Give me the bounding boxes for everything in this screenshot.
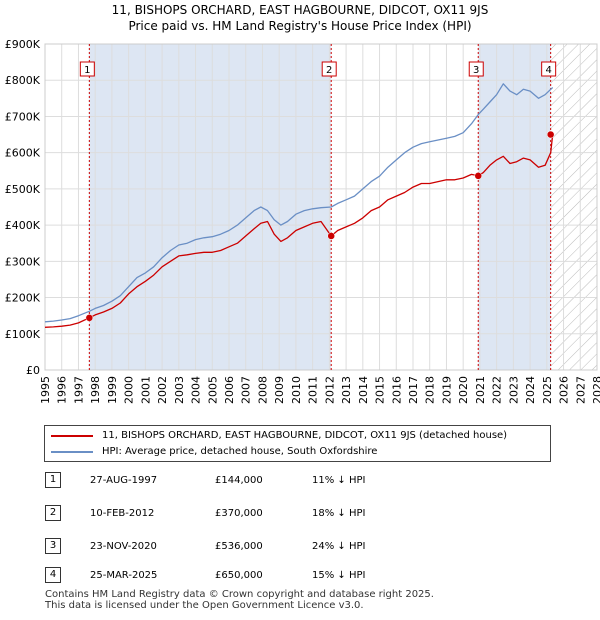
sale-price: £536,000 (215, 541, 263, 552)
transaction-number-label: 2 (326, 65, 332, 76)
sale-row: 4 25-MAR-2025 £650,000 15% ↓ HPI (44, 567, 549, 587)
x-tick-label: 2002 (156, 376, 169, 404)
x-tick-label: 2020 (457, 376, 470, 404)
x-tick-label: 2012 (323, 376, 336, 404)
x-tick-label: 2003 (173, 376, 186, 404)
x-tick-label: 2004 (190, 376, 203, 404)
x-tick-label: 2015 (374, 376, 387, 404)
sale-price: £370,000 (215, 508, 263, 519)
x-tick-label: 2013 (340, 376, 353, 404)
x-tick-label: 2023 (507, 376, 520, 404)
y-tick-label: £300K (5, 255, 41, 268)
sale-row: 2 10-FEB-2012 £370,000 18% ↓ HPI (44, 505, 549, 525)
x-tick-label: 1999 (106, 376, 119, 404)
y-tick-label: £400K (5, 219, 41, 232)
legend-item-hpi: HPI: Average price, detached house, Sout… (51, 444, 377, 459)
transaction-number-box (541, 61, 557, 77)
footer-licence: This data is licensed under the Open Gov… (45, 600, 364, 611)
x-tick-label: 2010 (290, 376, 303, 404)
transaction-number-label: 3 (473, 65, 479, 76)
x-tick-label: 1996 (56, 376, 69, 404)
y-tick-label: £700K (5, 110, 41, 123)
sale-date: 10-FEB-2012 (90, 508, 155, 519)
y-tick-label: £100K (5, 328, 41, 341)
sale-row: 1 27-AUG-1997 £144,000 11% ↓ HPI (44, 472, 549, 492)
x-tick-label: 2016 (390, 376, 403, 404)
legend-swatch-property (51, 434, 93, 437)
y-tick-label: £200K (5, 292, 41, 305)
x-tick-label: 2011 (307, 376, 320, 404)
x-tick-label: 2008 (256, 376, 269, 404)
transaction-point (327, 232, 335, 240)
x-tick-label: 2028 (591, 376, 600, 404)
x-tick-label: 2025 (541, 376, 554, 404)
x-tick-label: 1995 (39, 376, 52, 404)
x-tick-label: 2006 (223, 376, 236, 404)
sale-date: 25-MAR-2025 (90, 570, 158, 581)
sale-hpi-diff: 15% ↓ HPI (312, 570, 366, 581)
chart-title-line2: Price paid vs. HM Land Registry's House … (128, 19, 472, 33)
sale-price: £144,000 (215, 475, 263, 486)
legend-item-property: 11, BISHOPS ORCHARD, EAST HAGBOURNE, DID… (51, 428, 507, 443)
x-tick-label: 2007 (240, 376, 253, 404)
x-tick-label: 2014 (357, 376, 370, 404)
y-tick-label: £600K (5, 147, 41, 160)
sale-date: 27-AUG-1997 (90, 475, 158, 486)
x-tick-label: 2017 (407, 376, 420, 404)
x-tick-label: 2018 (424, 376, 437, 404)
sale-hpi-diff: 18% ↓ HPI (312, 508, 366, 519)
transaction-point (546, 130, 555, 139)
x-tick-label: 1997 (72, 376, 85, 404)
x-tick-label: 2000 (123, 376, 136, 404)
x-tick-label: 2005 (206, 376, 219, 404)
sale-number-box: 3 (45, 538, 61, 554)
x-tick-label: 2022 (491, 376, 504, 404)
x-tick-label: 2024 (524, 376, 537, 404)
transaction-number-label: 1 (84, 65, 90, 76)
plot-border (44, 43, 598, 371)
transaction-point (474, 172, 482, 180)
sale-number-box: 4 (45, 567, 61, 583)
x-tick-label: 2009 (273, 376, 286, 404)
sale-hpi-diff: 24% ↓ HPI (312, 541, 366, 552)
chart-title-line1: 11, BISHOPS ORCHARD, EAST HAGBOURNE, DID… (111, 3, 489, 17)
y-tick-label: £500K (5, 183, 41, 196)
y-tick-label: £900K (5, 38, 41, 51)
footer: Contains HM Land Registry data © Crown c… (45, 589, 434, 611)
y-tick-label: £0 (26, 364, 40, 377)
legend: 11, BISHOPS ORCHARD, EAST HAGBOURNE, DID… (44, 425, 551, 462)
x-tick-label: 2021 (474, 376, 487, 404)
sale-row: 3 23-NOV-2020 £536,000 24% ↓ HPI (44, 538, 549, 558)
sale-hpi-diff: 11% ↓ HPI (312, 475, 366, 486)
x-tick-label: 2026 (558, 376, 571, 404)
sale-number-box: 1 (45, 472, 61, 488)
price-chart: £0 £100K £200K £300K £400K £500K £600K £700K £80… (5, 38, 600, 404)
ownership-shade (89, 44, 332, 370)
x-tick-label: 2001 (139, 376, 152, 404)
y-tick-label: £800K (5, 74, 41, 87)
transaction-number-box (468, 61, 484, 77)
transaction-point (85, 314, 94, 322)
legend-label-property: 11, BISHOPS ORCHARD, EAST HAGBOURNE, DID… (102, 430, 508, 441)
transaction-number-label: 4 (545, 65, 551, 76)
footer-copyright: Contains HM Land Registry data © Crown c… (45, 589, 434, 600)
x-tick-label: 1998 (89, 376, 102, 404)
property-series-line (44, 134, 554, 328)
sale-number-box: 2 (45, 505, 61, 521)
legend-label-hpi: HPI: Average price, detached house, Sout… (102, 446, 378, 457)
future-hatch-area (551, 44, 597, 370)
hpi-series-line (44, 83, 554, 323)
sale-price: £650,000 (215, 570, 263, 581)
legend-swatch-hpi (51, 450, 93, 453)
transaction-number-box (321, 61, 337, 77)
x-tick-label: 2027 (574, 376, 587, 404)
x-tick-label: 2019 (440, 376, 453, 404)
sale-date: 23-NOV-2020 (90, 541, 157, 552)
transaction-number-box (79, 61, 95, 77)
